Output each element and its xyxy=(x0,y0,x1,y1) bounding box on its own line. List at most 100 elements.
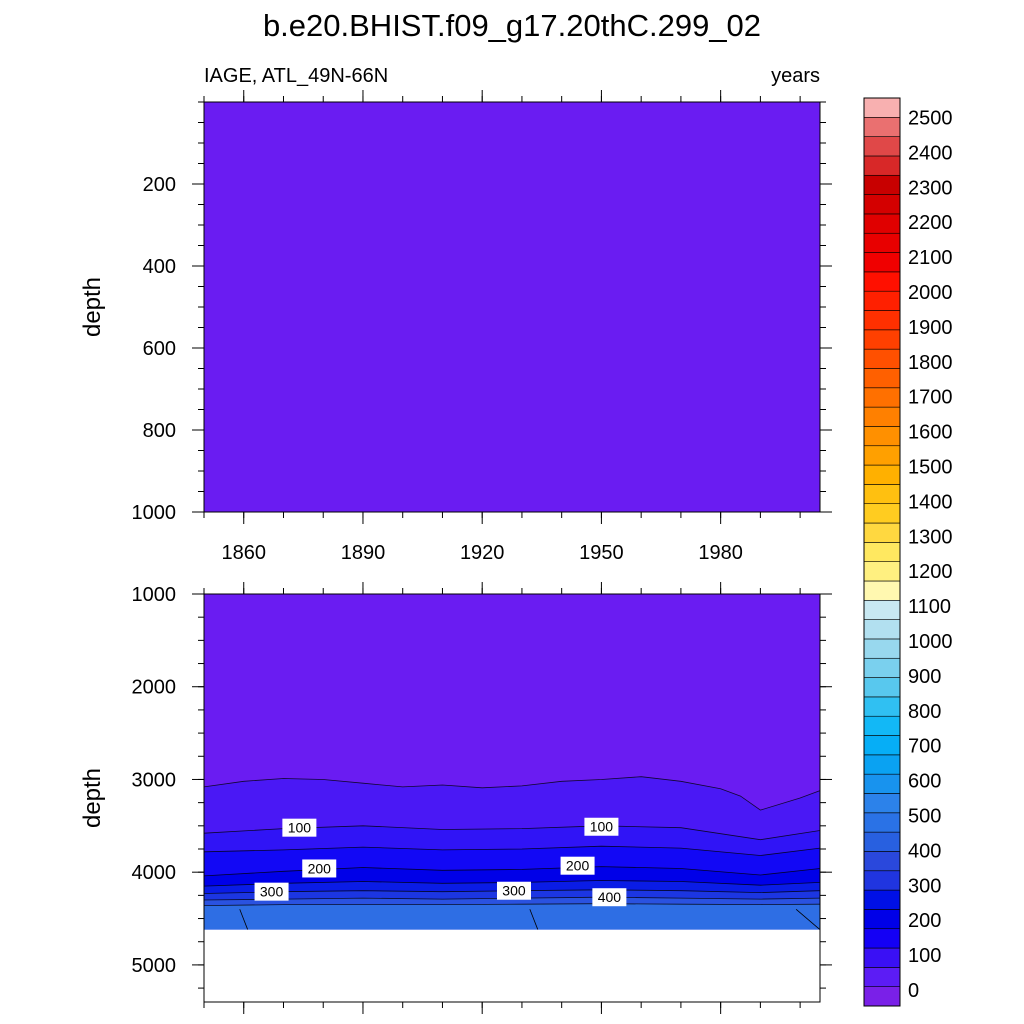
upper-field-fill xyxy=(204,102,820,512)
lower-ytick-label: 2000 xyxy=(132,677,177,699)
colorbar-label: 300 xyxy=(908,875,941,897)
contour-label-box xyxy=(496,881,531,900)
colorbar-box xyxy=(863,117,901,137)
contour-line-150 xyxy=(203,845,821,856)
contour-label: 200 xyxy=(308,860,332,876)
colorbar-box xyxy=(863,831,901,852)
upper-xtick-label: 1860 xyxy=(221,542,266,564)
deep-divider-1 xyxy=(529,909,539,930)
colorbar-label: 1900 xyxy=(908,317,953,339)
colorbar-box xyxy=(863,735,901,756)
upper-ylabel: depth xyxy=(79,277,106,337)
colorbar-box xyxy=(863,252,901,273)
colorbar-box xyxy=(863,426,901,447)
topography-mask xyxy=(204,929,820,1002)
colorbar-box xyxy=(863,619,901,640)
subtitle-right: years xyxy=(771,65,820,87)
upper-ytick-label: 1000 xyxy=(132,502,177,524)
contour-label-box xyxy=(560,856,595,875)
colorbar-label: 900 xyxy=(908,666,941,688)
colorbar-box xyxy=(863,136,901,157)
contour-label-box xyxy=(302,859,337,878)
colorbar-label: 200 xyxy=(908,910,941,932)
colorbar-label: 2100 xyxy=(908,247,953,269)
upper-panel: 200 400 600 800 1000 1860 1890 1920 1950 1980 dept… xyxy=(79,90,832,564)
colorbar-box xyxy=(863,870,901,891)
lower-ytick-label: 3000 xyxy=(132,769,177,791)
colorbar-label: 1300 xyxy=(908,526,953,548)
contour-label-box xyxy=(282,818,317,837)
colorbar-label: 400 xyxy=(908,840,941,862)
chart-title: b.e20.BHIST.f09_g17.20thC.299_02 xyxy=(263,8,761,43)
contour-label: 200 xyxy=(566,858,590,874)
contour-label-box xyxy=(592,888,627,907)
colorbar-box xyxy=(863,97,901,118)
lower-ytick-label: 4000 xyxy=(132,862,177,884)
colorbar-label: 1200 xyxy=(908,561,953,583)
lower-panel: 100 100 200 200 300 300 400 1000 2000 3000 4000 500… xyxy=(79,582,832,1014)
colorbar-box xyxy=(863,561,901,582)
contour-label: 100 xyxy=(288,820,312,836)
contour-label: 300 xyxy=(260,884,284,900)
deep-divider-0 xyxy=(239,909,249,930)
upper-frame xyxy=(203,101,821,513)
contour-label: 100 xyxy=(590,819,614,835)
colorbar-box xyxy=(863,638,901,659)
colorbar-box xyxy=(863,986,901,1007)
colorbar-label: 800 xyxy=(908,701,941,723)
colorbar-label: 1400 xyxy=(908,491,953,513)
colorbar-box xyxy=(863,310,901,331)
colorbar-box xyxy=(863,368,901,389)
colorbar-label: 700 xyxy=(908,736,941,758)
colorbar-box xyxy=(863,542,901,562)
colorbar-box xyxy=(863,174,901,195)
colorbar-box xyxy=(863,580,901,601)
colorbar-box xyxy=(863,445,901,466)
colorbar-label: 2300 xyxy=(908,177,953,199)
colorbar-label: 600 xyxy=(908,771,941,793)
upper-xtick-label: 1950 xyxy=(579,542,624,564)
contour-label-box xyxy=(254,882,289,901)
colorbar-box xyxy=(863,387,901,408)
upper-xtick-label: 1890 xyxy=(341,542,386,564)
colorbar-label: 2500 xyxy=(908,108,953,130)
contour-label: 300 xyxy=(502,883,526,899)
colorbar-box xyxy=(863,599,901,620)
upper-ytick-label: 400 xyxy=(143,256,176,278)
colorbar-label: 1800 xyxy=(908,352,953,374)
colorbar-box xyxy=(863,696,901,717)
colorbar-box xyxy=(863,715,901,736)
colorbar-box xyxy=(863,406,901,427)
colorbar-box xyxy=(863,657,901,678)
colorbar-box xyxy=(863,967,901,987)
upper-ytick-label: 600 xyxy=(143,338,176,360)
colorbar-label: 2400 xyxy=(908,142,953,164)
contour-label-box xyxy=(584,817,619,836)
colorbar-box xyxy=(863,484,901,505)
colorbar-box xyxy=(863,754,901,775)
colorbar-box xyxy=(863,928,901,949)
colorbar-label: 1000 xyxy=(908,631,953,653)
colorbar-frame xyxy=(863,97,901,1007)
contour-label: 400 xyxy=(598,889,622,905)
colorbar-box xyxy=(863,290,901,311)
colorbar-box xyxy=(863,909,901,930)
colorbar-box xyxy=(863,793,901,814)
colorbar-box xyxy=(863,194,901,215)
lower-ytick-label: 5000 xyxy=(132,955,177,977)
upper-xtick-label: 1980 xyxy=(698,542,743,564)
upper-ytick-label: 800 xyxy=(143,420,176,442)
upper-xtick-label: 1920 xyxy=(460,542,505,564)
upper-ytick-label: 200 xyxy=(143,174,176,196)
lower-ytick-label: 1000 xyxy=(132,584,177,606)
colorbar-label: 1600 xyxy=(908,422,953,444)
colorbar: 0 100 200 300 400 500 600 700 800 900 1000 1100 1200… xyxy=(863,97,953,1007)
deep-divider-2 xyxy=(795,908,821,930)
colorbar-box xyxy=(863,889,901,910)
colorbar-label: 0 xyxy=(908,980,919,1002)
colorbar-box xyxy=(863,329,901,350)
colorbar-box xyxy=(863,677,901,698)
colorbar-label: 1100 xyxy=(908,596,951,618)
colorbar-label: 2200 xyxy=(908,212,953,234)
subtitle-left: IAGE, ATL_49N-66N xyxy=(204,65,388,87)
